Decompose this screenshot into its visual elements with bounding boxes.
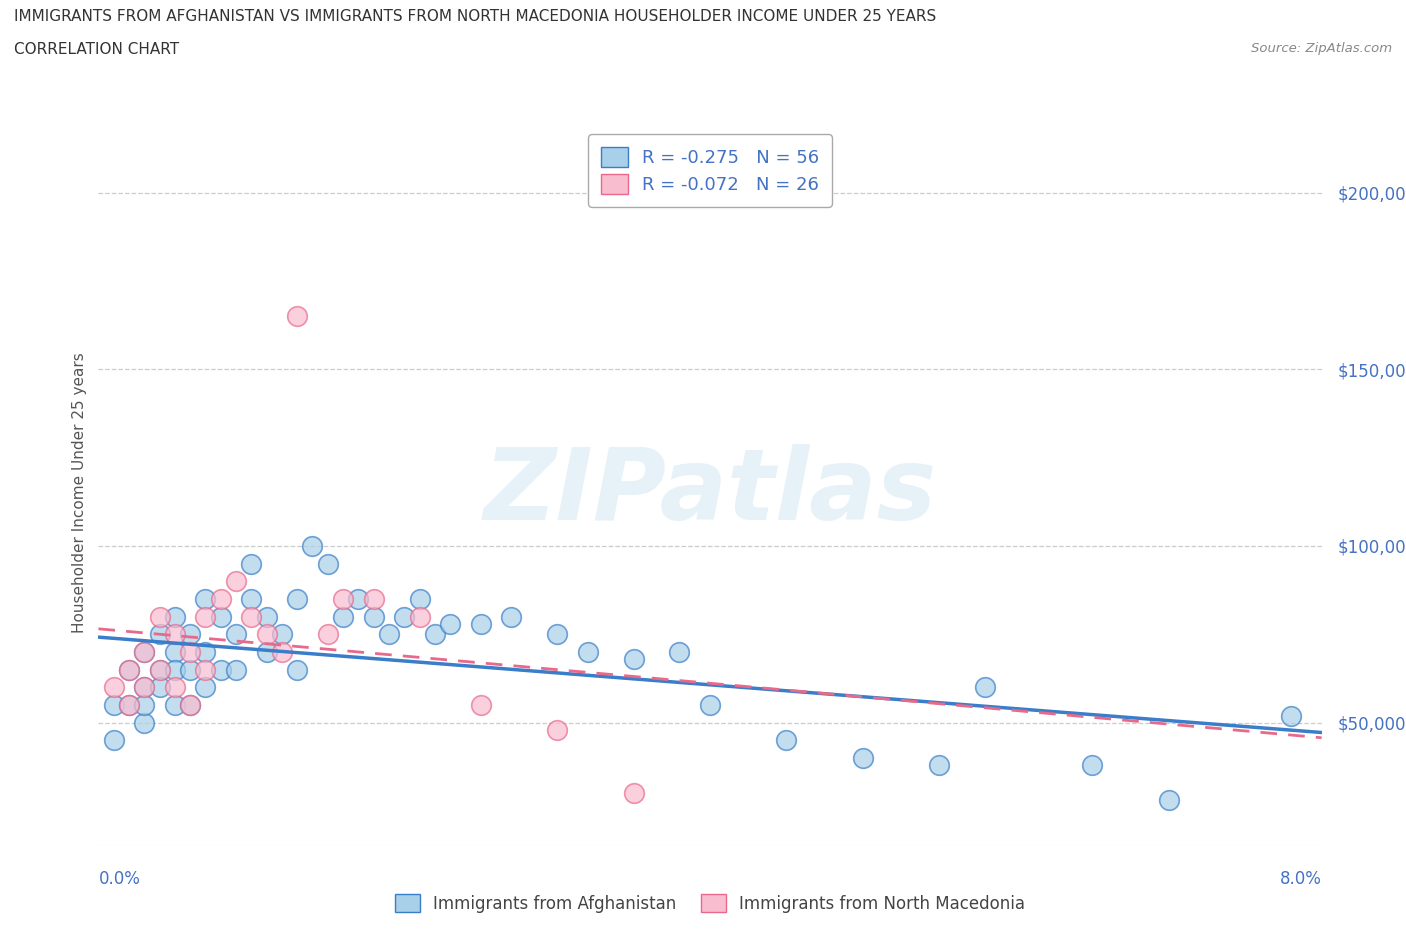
Point bbox=[316, 556, 339, 571]
Point bbox=[209, 609, 232, 624]
Point bbox=[363, 609, 385, 624]
Point bbox=[194, 644, 217, 659]
Point bbox=[149, 609, 172, 624]
Point bbox=[1279, 708, 1302, 723]
Point bbox=[546, 723, 568, 737]
Point bbox=[194, 680, 217, 695]
Point bbox=[270, 644, 294, 659]
Point bbox=[316, 627, 339, 642]
Point bbox=[775, 733, 797, 748]
Point bbox=[163, 680, 186, 695]
Point bbox=[470, 698, 492, 712]
Point bbox=[256, 627, 278, 642]
Point bbox=[179, 644, 201, 659]
Point bbox=[240, 591, 263, 606]
Point bbox=[225, 574, 247, 589]
Point bbox=[332, 591, 354, 606]
Point bbox=[194, 591, 217, 606]
Point bbox=[103, 680, 125, 695]
Point bbox=[149, 662, 172, 677]
Point bbox=[378, 627, 401, 642]
Text: IMMIGRANTS FROM AFGHANISTAN VS IMMIGRANTS FROM NORTH MACEDONIA HOUSEHOLDER INCOM: IMMIGRANTS FROM AFGHANISTAN VS IMMIGRANT… bbox=[14, 9, 936, 24]
Point bbox=[179, 662, 201, 677]
Point bbox=[699, 698, 721, 712]
Point bbox=[623, 786, 645, 801]
Point bbox=[285, 309, 308, 324]
Point bbox=[134, 680, 156, 695]
Point bbox=[163, 662, 186, 677]
Text: 0.0%: 0.0% bbox=[98, 870, 141, 887]
Point bbox=[1157, 793, 1180, 808]
Point bbox=[179, 627, 201, 642]
Y-axis label: Householder Income Under 25 years: Householder Income Under 25 years bbox=[72, 352, 87, 633]
Point bbox=[240, 556, 263, 571]
Point bbox=[163, 627, 186, 642]
Point bbox=[194, 609, 217, 624]
Point bbox=[134, 644, 156, 659]
Point bbox=[163, 609, 186, 624]
Point bbox=[149, 627, 172, 642]
Point bbox=[118, 662, 141, 677]
Point bbox=[668, 644, 690, 659]
Point bbox=[501, 609, 523, 624]
Point bbox=[256, 644, 278, 659]
Point bbox=[134, 698, 156, 712]
Point bbox=[149, 680, 172, 695]
Point bbox=[363, 591, 385, 606]
Point bbox=[270, 627, 294, 642]
Point bbox=[285, 662, 308, 677]
Point bbox=[301, 538, 323, 553]
Point bbox=[179, 698, 201, 712]
Point bbox=[623, 652, 645, 667]
Point bbox=[118, 698, 141, 712]
Point bbox=[439, 617, 461, 631]
Point bbox=[1081, 758, 1104, 773]
Point bbox=[332, 609, 354, 624]
Text: Source: ZipAtlas.com: Source: ZipAtlas.com bbox=[1251, 42, 1392, 55]
Point bbox=[347, 591, 370, 606]
Point bbox=[285, 591, 308, 606]
Point bbox=[118, 698, 141, 712]
Point bbox=[423, 627, 446, 642]
Point bbox=[209, 662, 232, 677]
Point bbox=[103, 698, 125, 712]
Legend: Immigrants from Afghanistan, Immigrants from North Macedonia: Immigrants from Afghanistan, Immigrants … bbox=[388, 887, 1032, 919]
Point bbox=[470, 617, 492, 631]
Point bbox=[546, 627, 568, 642]
Point bbox=[149, 662, 172, 677]
Point bbox=[852, 751, 875, 765]
Point bbox=[240, 609, 263, 624]
Point bbox=[225, 662, 247, 677]
Point bbox=[134, 680, 156, 695]
Point bbox=[179, 698, 201, 712]
Point bbox=[392, 609, 416, 624]
Point bbox=[974, 680, 997, 695]
Point bbox=[194, 662, 217, 677]
Point bbox=[118, 662, 141, 677]
Text: 8.0%: 8.0% bbox=[1279, 870, 1322, 887]
Point bbox=[209, 591, 232, 606]
Text: ZIPatlas: ZIPatlas bbox=[484, 445, 936, 541]
Point bbox=[225, 627, 247, 642]
Point bbox=[256, 609, 278, 624]
Point bbox=[928, 758, 950, 773]
Point bbox=[163, 644, 186, 659]
Point bbox=[163, 698, 186, 712]
Point bbox=[134, 644, 156, 659]
Point bbox=[408, 609, 430, 624]
Text: CORRELATION CHART: CORRELATION CHART bbox=[14, 42, 179, 57]
Point bbox=[103, 733, 125, 748]
Point bbox=[134, 715, 156, 730]
Point bbox=[576, 644, 599, 659]
Point bbox=[408, 591, 430, 606]
